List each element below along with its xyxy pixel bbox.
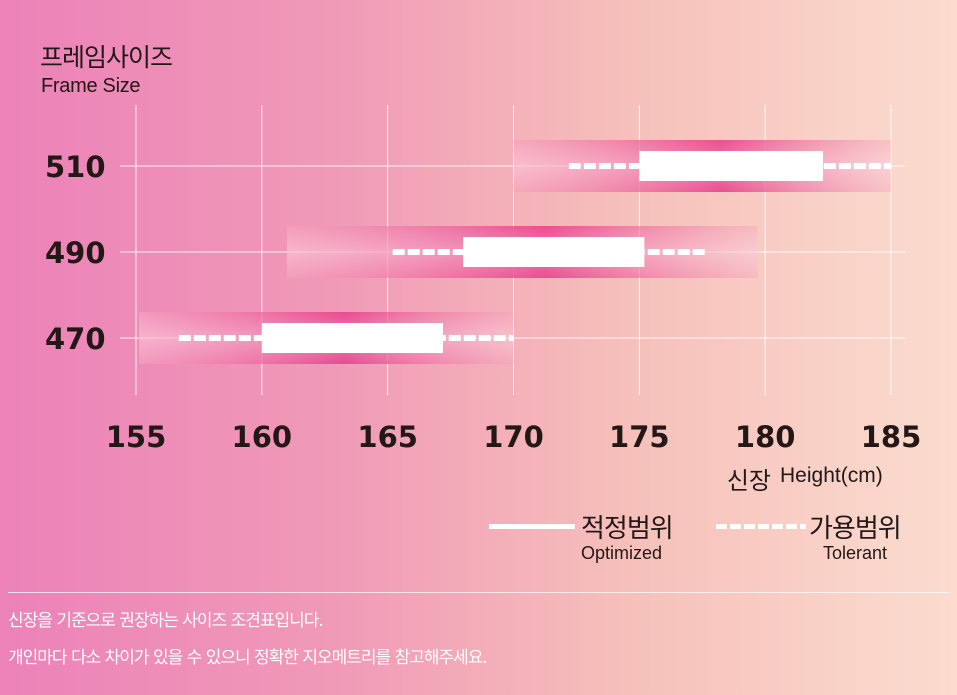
y-tick-470: 470 xyxy=(45,322,106,356)
note-line-1: 신장을 기준으로 권장하는 사이즈 조견표입니다. xyxy=(8,611,324,631)
legend-optimized-label-ko: 적정범위 xyxy=(581,514,674,544)
legend-tolerant-label-en: Tolerant xyxy=(823,543,888,563)
optimized-range-510 xyxy=(639,151,824,181)
x-tick-165: 165 xyxy=(357,420,418,454)
legend-optimized-label-en: Optimized xyxy=(581,543,663,563)
optimized-range-470 xyxy=(261,323,444,353)
frame-size-chart: 510 490 470 155 160 165 170 175 180 185 xyxy=(45,140,922,454)
x-tick-160: 160 xyxy=(232,420,293,454)
x-tick-155: 155 xyxy=(106,420,167,454)
x-tick-175: 175 xyxy=(609,420,670,454)
legend-tolerant-swatch xyxy=(716,524,806,529)
x-tick-185: 185 xyxy=(861,420,922,454)
legend-optimized-swatch xyxy=(489,524,575,529)
legend-tolerant-label-ko: 가용범위 xyxy=(809,514,902,544)
y-tick-490: 490 xyxy=(45,236,106,270)
footer-divider xyxy=(8,592,949,593)
optimized-range-490 xyxy=(463,237,645,267)
y-tick-510: 510 xyxy=(45,150,106,184)
x-tick-170: 170 xyxy=(483,420,544,454)
chart-subtitle: Frame Size xyxy=(41,75,141,97)
note-line-2: 개인마다 다소 차이가 있을 수 있으니 정확한 지오메트리를 참고해주세요. xyxy=(8,648,488,668)
chart-title: 프레임사이즈 xyxy=(40,43,173,72)
x-tick-180: 180 xyxy=(735,420,796,454)
x-axis-label-ko: 신장 xyxy=(726,467,771,495)
x-axis-label-en: Height(cm) xyxy=(780,464,883,487)
